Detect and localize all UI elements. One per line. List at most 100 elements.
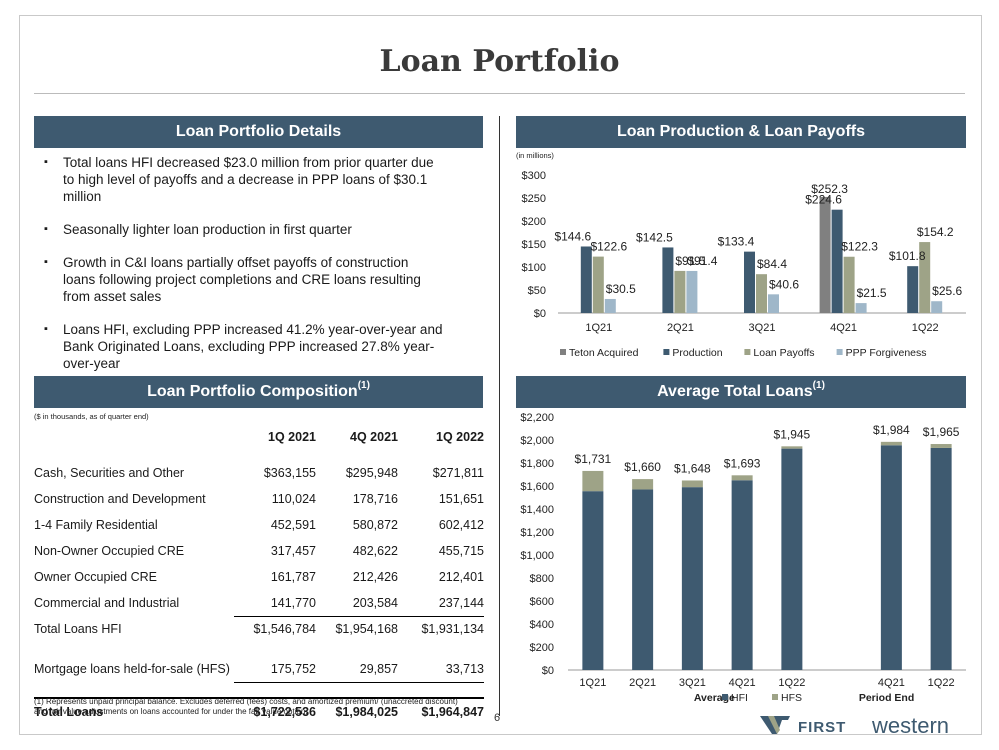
legend-swatch [772, 694, 778, 700]
legend-swatch [836, 349, 843, 355]
group-label-average: Average [694, 692, 735, 704]
bar-hfs [880, 441, 902, 446]
composition-header-sup: (1) [357, 380, 370, 391]
legend-swatch [663, 349, 670, 355]
bar-hfs [681, 480, 703, 488]
bar-teton-acquired [819, 196, 831, 313]
bar-hfs [781, 446, 803, 449]
table-row: Commercial and Industrial 141,770 203,58… [34, 590, 484, 617]
row-label: Total Loans HFI [34, 622, 122, 636]
production-chart: $0 $50 $100 $150 $200 $250 $300 1Q21 2Q21 3Q21 4Q2… [522, 170, 966, 359]
data-label: $133.4 [718, 235, 755, 249]
bar-loan-payoffs [674, 270, 686, 313]
bar-ppp-forgiveness [768, 294, 779, 313]
page-number: 6 [494, 712, 501, 724]
y-tick-label: $50 [528, 285, 546, 297]
y-tick-label: $200 [530, 642, 554, 654]
y-tick-label: $100 [522, 262, 546, 274]
bar-loan-payoffs [843, 256, 855, 313]
row-label: Total Loans [34, 697, 234, 724]
bar-hfi [582, 491, 604, 670]
bar-hfi [880, 445, 902, 670]
data-label: $252.3 [811, 182, 848, 196]
bar-production [662, 247, 674, 313]
y-tick-label: $1,400 [520, 504, 554, 516]
details-bullets: Total loans HFI decreased $23.0 million … [44, 154, 444, 388]
x-tick-label: 2Q21 [667, 322, 694, 334]
bar-hfi [731, 480, 753, 670]
composition-header: Loan Portfolio Composition(1) [34, 376, 483, 408]
y-tick-label: $1,800 [520, 458, 554, 470]
logo-first-text: FIRST [798, 719, 846, 736]
data-label: $21.5 [857, 286, 887, 300]
cell-value: 161,787 [270, 570, 316, 584]
bar-hfs [731, 475, 753, 481]
cell-value: 151,651 [438, 492, 484, 506]
cell-value: 580,872 [352, 518, 398, 532]
x-tick-label: 2Q21 [629, 677, 656, 689]
bar-ppp-forgiveness [931, 301, 943, 313]
bar-ppp-forgiveness [855, 303, 867, 313]
total-label: $1,660 [624, 460, 661, 474]
bullet-item: Loans HFI, excluding PPP increased 41.2%… [44, 321, 444, 372]
table-row: Cash, Securities and Other $363,155 $295… [34, 460, 484, 486]
production-unit-note: (in millions) [516, 151, 554, 160]
cell-value: $1,984,025 [316, 697, 398, 724]
cell-value: $295,948 [345, 466, 398, 480]
cell-value: 482,622 [352, 544, 398, 558]
bar-hfs [582, 470, 604, 492]
bullet-item: Growth in C&I loans partially offset pay… [44, 254, 444, 305]
cell-value: 452,591 [270, 518, 316, 532]
total-label: $1,965 [923, 425, 960, 439]
cell-value: 602,412 [438, 518, 484, 532]
cell-value: 212,401 [438, 570, 484, 584]
legend-label: Teton Acquired [569, 347, 639, 359]
data-label: $91.4 [687, 254, 717, 268]
legend-label: PPP Forgiveness [846, 347, 927, 359]
y-tick-label: $1,600 [520, 481, 554, 493]
bar-production [831, 209, 843, 313]
y-tick-label: $600 [530, 596, 554, 608]
bar-ppp-forgiveness [604, 298, 616, 313]
row-label: Mortgage loans held-for-sale (HFS) [34, 662, 230, 676]
y-tick-label: $1,200 [520, 527, 554, 539]
bar-hfi [681, 487, 703, 670]
table-header-row: 1Q 2021 4Q 2021 1Q 2022 [34, 424, 484, 450]
table-row: Total Loans HFI $1,546,784 $1,954,168 $1… [34, 616, 484, 642]
data-label: $224.6 [805, 193, 842, 207]
bar-production [580, 246, 592, 313]
composition-note: ($ in thousands, as of quarter end) [34, 412, 149, 421]
cell-value: $1,964,847 [398, 697, 484, 724]
x-tick-label: 1Q22 [778, 677, 805, 689]
bar-hfs [930, 444, 952, 448]
row-label: Non-Owner Occupied CRE [34, 544, 185, 558]
cell-value: 317,457 [270, 544, 316, 558]
legend-swatch [722, 694, 728, 700]
cell-value: $1,931,134 [421, 622, 484, 637]
y-tick-label: $400 [530, 619, 554, 631]
data-label: $25.6 [932, 284, 962, 298]
total-label: $1,945 [774, 427, 811, 441]
footnote: (1) Represents unpaid principal balance.… [34, 697, 458, 716]
cell-value: 237,144 [398, 590, 484, 617]
legend-label: HFS [781, 692, 802, 704]
cell-value: 178,716 [352, 492, 398, 506]
table-row: Owner Occupied CRE 161,787 212,426 212,4… [34, 564, 484, 590]
row-label: Owner Occupied CRE [34, 570, 157, 584]
table-total-row: Total Loans $1,722,536 $1,984,025 $1,964… [34, 697, 484, 724]
bar-ppp-forgiveness [686, 270, 698, 313]
table-row: Construction and Development 110,024 178… [34, 486, 484, 512]
page-title: Loan Portfolio [379, 44, 620, 79]
bar-production [907, 266, 919, 313]
cell-value: 175,752 [234, 656, 316, 683]
average-loans-header: Average Total Loans(1) [516, 376, 966, 408]
x-tick-label: 3Q21 [749, 322, 776, 334]
y-tick-label: $150 [522, 239, 546, 251]
bullet-item: Total loans HFI decreased $23.0 million … [44, 154, 444, 205]
bar-hfi [632, 489, 654, 670]
data-label: $142.5 [636, 230, 673, 244]
legend-label: Production [672, 347, 722, 359]
data-label: $144.6 [554, 229, 591, 243]
cell-value: 33,713 [398, 656, 484, 683]
y-tick-label: $800 [530, 573, 554, 585]
